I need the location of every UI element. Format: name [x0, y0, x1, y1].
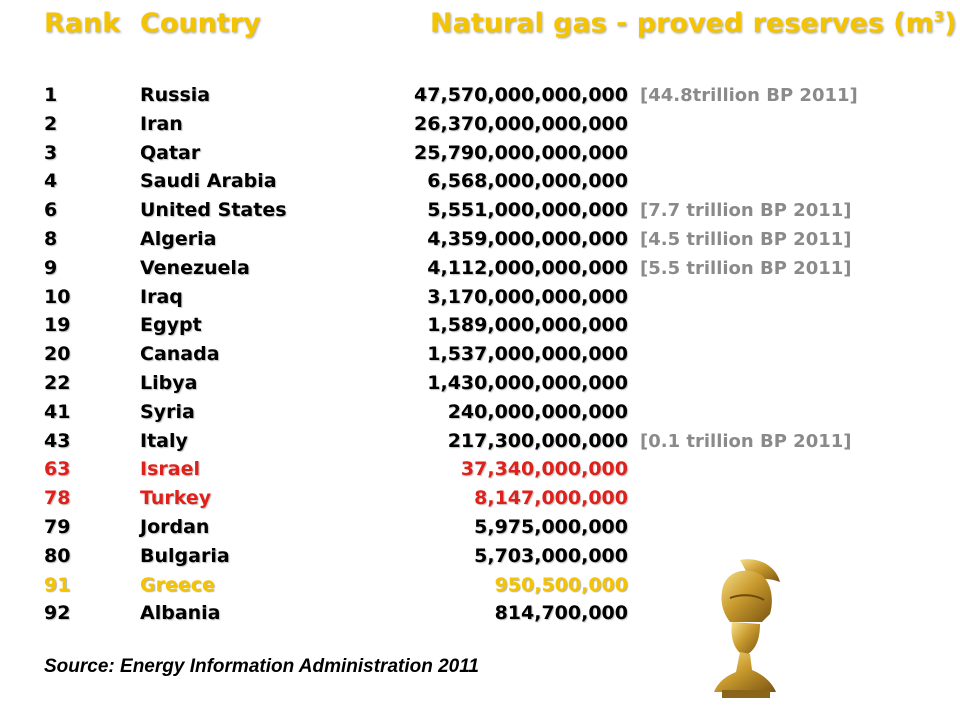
- country-cell: Russia: [140, 84, 211, 106]
- rank-cell: 79: [44, 515, 71, 538]
- header-reserves-superscript: 3: [933, 8, 945, 26]
- country-cell: Turkey: [140, 487, 212, 510]
- bp-note: [4.5 trillion BP 2011]: [640, 228, 852, 250]
- country-cell: Canada: [140, 343, 220, 366]
- table-row: 8 Algeria 4,359,000,000,000 [4.5 trillion B…: [0, 228, 960, 257]
- reserves-cell: 5,975,000,000: [474, 515, 628, 538]
- rank-cell: 1: [44, 84, 58, 106]
- country-cell: Albania: [140, 602, 221, 625]
- header-rank: Rank: [44, 8, 121, 39]
- country-cell: Iraq: [140, 285, 183, 308]
- country-cell: United States: [140, 199, 287, 222]
- rank-cell: 8: [44, 227, 58, 250]
- country-cell: Saudi Arabia: [140, 170, 277, 193]
- reserves-cell: 8,147,000,000: [474, 487, 628, 510]
- reserves-cell: 25,790,000,000,000: [414, 141, 628, 164]
- reserves-cell: 4,359,000,000,000: [427, 227, 628, 250]
- source-note: Source: Energy Information Administratio…: [44, 656, 479, 677]
- bp-note: [5.5 trillion BP 2011]: [640, 257, 852, 279]
- country-cell: Syria: [140, 400, 195, 423]
- table-row: 20 Canada 1,537,000,000,000: [0, 343, 960, 372]
- header-reserves-text: Natural gas - proved reserves (m: [430, 8, 934, 39]
- table-row: 9 Venezuela 4,112,000,000,000 [5.5 trillion…: [0, 257, 960, 286]
- reserves-cell: 1,430,000,000,000: [427, 371, 628, 394]
- rank-cell: 3: [44, 141, 58, 164]
- rank-cell: 41: [44, 400, 71, 423]
- rank-cell: 10: [44, 285, 71, 308]
- country-cell: Italy: [140, 429, 188, 452]
- table-row: 22 Libya 1,430,000,000,000: [0, 372, 960, 401]
- rank-cell: 22: [44, 371, 71, 394]
- rank-cell: 43: [44, 429, 71, 452]
- table-row: 41 Syria 240,000,000,000: [0, 401, 960, 430]
- table-row: 2 Iran 26,370,000,000,000: [0, 113, 960, 142]
- reserves-cell: 4,112,000,000,000: [427, 256, 628, 279]
- bp-note: [44.8trillion BP 2011]: [640, 85, 858, 106]
- reserves-cell: 950,500,000: [494, 573, 628, 596]
- reserves-cell: 1,589,000,000,000: [427, 314, 628, 337]
- athena-helmet-bust-icon: [714, 559, 780, 698]
- country-cell: Libya: [140, 371, 198, 394]
- rank-cell: 2: [44, 112, 58, 135]
- header-country: Country: [140, 8, 261, 39]
- reserves-cell: 47,570,000,000,000: [414, 84, 628, 106]
- reserves-cell: 240,000,000,000: [447, 400, 628, 423]
- country-cell: Qatar: [140, 141, 201, 164]
- rank-cell: 19: [44, 314, 71, 337]
- table-row: 63 Israel 37,340,000,000: [0, 458, 960, 487]
- table-row: 80 Bulgaria 5,703,000,000: [0, 545, 960, 574]
- country-cell: Venezuela: [140, 256, 250, 279]
- table-row: 43 Italy 217,300,000,000 [0.1 trillion BP 2…: [0, 430, 960, 459]
- reserves-cell: 5,703,000,000: [474, 544, 628, 567]
- rank-cell: 63: [44, 458, 71, 481]
- table-row: 3 Qatar 25,790,000,000,000: [0, 142, 960, 171]
- rank-cell: 91: [44, 573, 71, 596]
- table-row: 10 Iraq 3,170,000,000,000: [0, 286, 960, 315]
- table-row: 79 Jordan 5,975,000,000: [0, 516, 960, 545]
- rank-cell: 9: [44, 256, 58, 279]
- country-cell: Jordan: [140, 515, 210, 538]
- rank-cell: 80: [44, 544, 71, 567]
- rank-cell: 78: [44, 487, 71, 510]
- reserves-cell: 5,551,000,000,000: [427, 199, 628, 222]
- header-reserves-close: ): [944, 8, 957, 39]
- country-cell: Algeria: [140, 227, 217, 250]
- reserves-cell: 6,568,000,000,000: [427, 170, 628, 193]
- rank-cell: 92: [44, 602, 71, 625]
- reserves-cell: 37,340,000,000: [460, 458, 628, 481]
- country-cell: Bulgaria: [140, 544, 230, 567]
- rank-cell: 6: [44, 199, 58, 222]
- reserves-cell: 26,370,000,000,000: [414, 112, 628, 135]
- table-row: 92 Albania 814,700,000: [0, 602, 960, 631]
- table-row: 6 United States 5,551,000,000,000 [7.7 tril…: [0, 199, 960, 228]
- reserves-cell: 217,300,000,000: [447, 429, 628, 452]
- header-reserves: Natural gas - proved reserves (m3): [430, 8, 957, 39]
- table-row: 78 Turkey 8,147,000,000: [0, 487, 960, 516]
- rank-cell: 20: [44, 343, 71, 366]
- country-cell: Egypt: [140, 314, 202, 337]
- reserves-cell: 814,700,000: [494, 602, 628, 625]
- table-row: 91 Greece 950,500,000: [0, 574, 960, 603]
- reserves-cell: 3,170,000,000,000: [427, 285, 628, 308]
- reserves-cell: 1,537,000,000,000: [427, 343, 628, 366]
- bp-note: [7.7 trillion BP 2011]: [640, 200, 852, 222]
- rank-cell: 4: [44, 170, 58, 193]
- table-row: 4 Saudi Arabia 6,568,000,000,000: [0, 170, 960, 199]
- country-cell: Iran: [140, 112, 183, 135]
- reserves-table: 1 Russia 47,570,000,000,000 [44.8trillion B…: [0, 84, 960, 631]
- table-row: 1 Russia 47,570,000,000,000 [44.8trillion B…: [0, 84, 960, 113]
- table-row: 19 Egypt 1,589,000,000,000: [0, 314, 960, 343]
- country-cell: Greece: [140, 573, 215, 596]
- bp-note: [0.1 trillion BP 2011]: [640, 430, 852, 452]
- country-cell: Israel: [140, 458, 200, 481]
